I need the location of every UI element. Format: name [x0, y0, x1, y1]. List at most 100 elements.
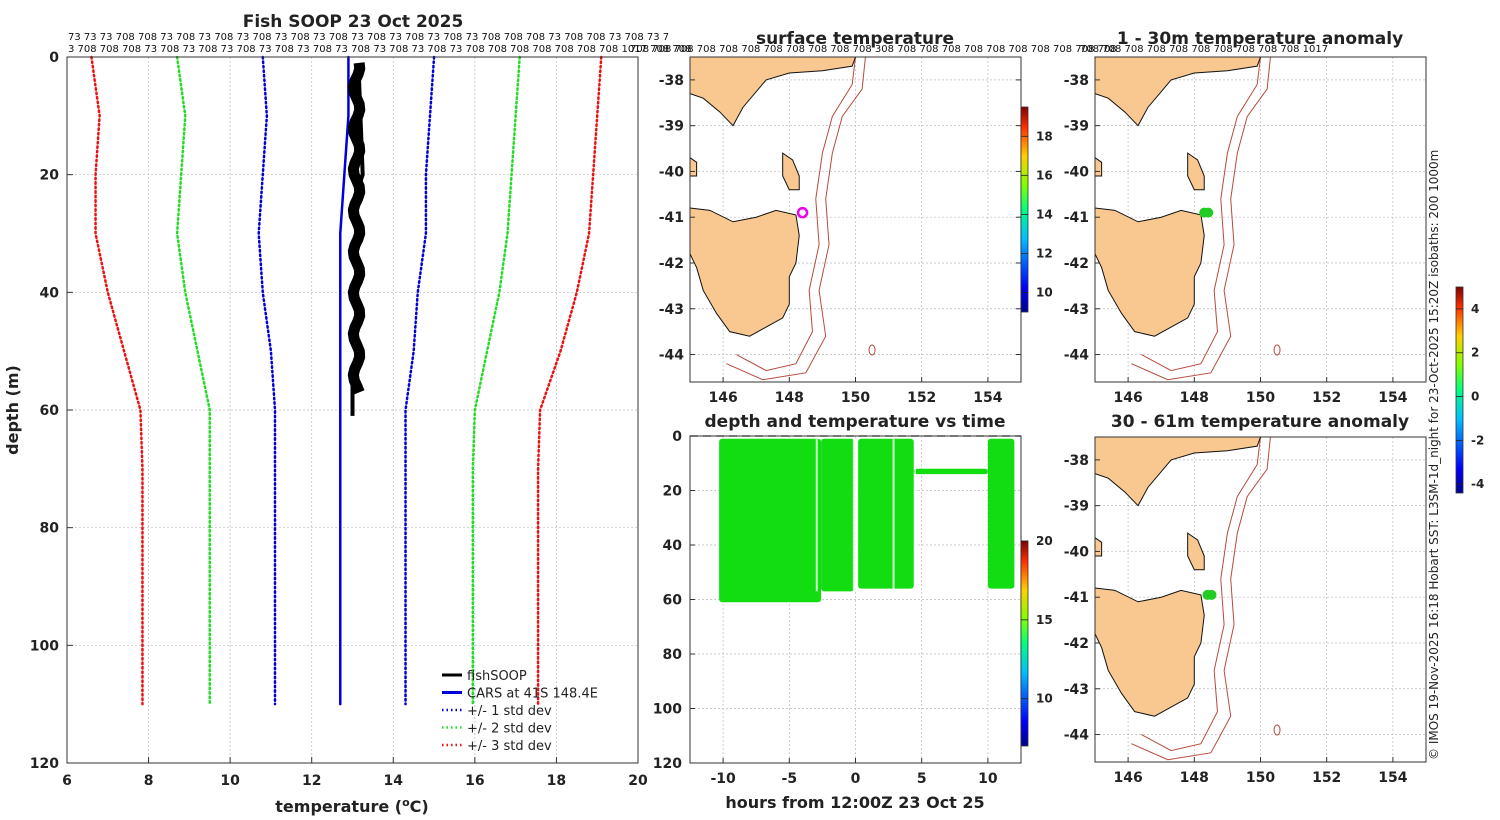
- profile-y-tick-label: 80: [40, 521, 60, 537]
- map-y-tick-label: -38: [659, 73, 684, 89]
- profile-panel: Fish SOOP 23 Oct 2025 73 73 73 708 708 7…: [3, 12, 691, 816]
- fishsoop-profile-spike: [356, 68, 365, 182]
- ts-y-tick-label: 40: [663, 538, 683, 554]
- cast-location-marker: [796, 206, 809, 219]
- map-y-tick-label: -42: [1064, 636, 1089, 652]
- std-dev-line: [536, 55, 603, 706]
- map-x-tick-label: 148: [775, 390, 804, 406]
- profile-x-tick-label: 6: [62, 773, 72, 789]
- profile-x-tick-label: 20: [628, 773, 648, 789]
- land-small-island: [1094, 156, 1103, 177]
- map-x-tick-label: 146: [1113, 770, 1142, 786]
- land-small-island: [689, 156, 698, 177]
- profile-x-tick-label: 18: [547, 773, 566, 789]
- map-x-tick-label: 154: [1378, 770, 1407, 786]
- colorbar-tick-label: 10: [1036, 285, 1053, 299]
- map-x-tick-label: 154: [973, 390, 1002, 406]
- drop-labels-row1: 73 73 73 708 708 73 708 73 708 73 708 73…: [68, 32, 669, 43]
- land-victoria: [689, 56, 857, 127]
- ts-x-tick-label: 10: [978, 771, 998, 787]
- map-y-tick-label: -39: [659, 119, 684, 135]
- colorbar-gradient: [1020, 106, 1029, 313]
- ts-cast-gap: [914, 438, 916, 592]
- std-dev-line: [404, 55, 436, 706]
- map-y-tick-label: -39: [1064, 119, 1089, 135]
- ts-observation-block: [913, 468, 988, 475]
- surface-map-area: 146 148 150 152 154 -38 -39 -40 -41 -42 -43 -44: [659, 56, 1022, 406]
- anomaly-upper-drop-labels: 708 708 708 708 708 708 708 708 708 708 …: [1080, 44, 1328, 55]
- ts-x-tick-label: -10: [710, 771, 736, 787]
- ts-observation-block: [821, 438, 855, 592]
- credit-text: © IMOS 19-Nov-2025 16:18 Hobart SST: L3S…: [1427, 150, 1441, 760]
- legend-label: fishSOOP: [467, 669, 527, 684]
- profile-title: Fish SOOP 23 Oct 2025: [243, 12, 464, 32]
- map-y-tick-label: -44: [1064, 348, 1090, 364]
- anomaly-lower-map-area: 146 148 150 152 154 -38 -39 -40 -41 -42 -43 -44: [1064, 436, 1427, 786]
- profile-lines: [90, 55, 603, 706]
- profile-x-tick-label: 10: [220, 773, 240, 789]
- anomaly-lower-panel: 30 - 61m temperature anomaly 146 148 150 15…: [1064, 412, 1427, 786]
- colorbar-gradient: [1020, 540, 1029, 747]
- ts-x-tick-label: -5: [782, 771, 798, 787]
- map-x-tick-label: 152: [1312, 770, 1341, 786]
- ts-y-tick-label: 100: [653, 702, 682, 718]
- map-y-tick-label: -43: [1064, 682, 1089, 698]
- map-y-tick-label: -38: [1064, 453, 1089, 469]
- isobath-line: [1141, 56, 1261, 372]
- map-y-tick-label: -43: [1064, 302, 1089, 318]
- map-x-tick-label: 148: [1180, 390, 1209, 406]
- cars-line: [339, 55, 350, 706]
- map-x-tick-label: 148: [1180, 770, 1209, 786]
- profile-x-tick-label: 8: [144, 773, 154, 789]
- colorbar-tick-label: -2: [1471, 433, 1484, 447]
- surface-map-panel: surface temperature 708 708 708 708 708 …: [630, 29, 1117, 406]
- isobath-line: [736, 56, 856, 372]
- anomaly-upper-title: 1 - 30m temperature anomaly: [1117, 29, 1403, 49]
- colorbar-tick-label: 18: [1036, 129, 1053, 143]
- profile-y-tick-label: 0: [49, 50, 59, 66]
- colorbar-tick-label: 2: [1471, 346, 1479, 360]
- surface-colorbar: 10 12 14 16 18: [1020, 106, 1053, 313]
- ts-cast-gap: [852, 438, 857, 592]
- land-flinders-island: [1187, 152, 1205, 191]
- isobath-line: [726, 56, 866, 381]
- drop-labels-row2: 3 708 708 708 73 708 73 708 73 708 73 70…: [68, 44, 691, 55]
- land-flinders-island: [1187, 532, 1205, 571]
- isobath-seamount: [1273, 724, 1281, 736]
- profile-y-tick-label: 100: [30, 638, 59, 654]
- timeseries-title: depth and temperature vs time: [705, 412, 1006, 432]
- profile-x-tick-label: 16: [465, 773, 484, 789]
- colorbar-gradient: [1455, 286, 1464, 494]
- colorbar-tick-label: 20: [1036, 534, 1053, 548]
- land-small-island: [1094, 536, 1103, 557]
- profile-y-tick-label: 20: [40, 168, 60, 184]
- colorbar-tick-label: 15: [1036, 613, 1053, 627]
- legend-label: +/- 2 std dev: [467, 722, 552, 737]
- map-x-tick-label: 150: [841, 390, 870, 406]
- isobath-seamount: [1273, 344, 1281, 356]
- map-y-tick-label: -40: [1064, 544, 1090, 560]
- ts-observation-block: [719, 438, 822, 603]
- profile-y-tick-label: 60: [40, 403, 60, 419]
- map-y-tick-label: -42: [1064, 256, 1089, 272]
- map-y-tick-label: -41: [1064, 210, 1089, 226]
- map-y-tick-label: -40: [1064, 164, 1090, 180]
- legend-label: +/- 3 std dev: [467, 739, 552, 754]
- surface-drop-labels: 708 708 708 708 708 708 708 708 708 708 …: [630, 44, 1117, 55]
- profile-x-tick-label: 12: [302, 773, 321, 789]
- land-tasmania: [689, 207, 800, 337]
- profile-x-label: temperature (oC): [275, 796, 428, 816]
- timeseries-colorbar: 10 15 20: [1020, 534, 1053, 747]
- map-x-tick-label: 154: [1378, 390, 1407, 406]
- anomaly-lower-title: 30 - 61m temperature anomaly: [1111, 412, 1409, 432]
- ts-x-tick-label: 0: [851, 771, 861, 787]
- anomaly-upper-map-area: 146 148 150 152 154 -38 -39 -40 -41 -42 -43 -44: [1064, 56, 1427, 406]
- legend-label: +/- 1 std dev: [467, 704, 552, 719]
- colorbar-tick-label: 12: [1036, 246, 1053, 260]
- map-y-tick-label: -41: [1064, 590, 1089, 606]
- colorbar-tick-label: 4: [1471, 302, 1479, 316]
- map-y-tick-label: -41: [659, 210, 684, 226]
- colorbar-tick-label: 0: [1471, 390, 1479, 404]
